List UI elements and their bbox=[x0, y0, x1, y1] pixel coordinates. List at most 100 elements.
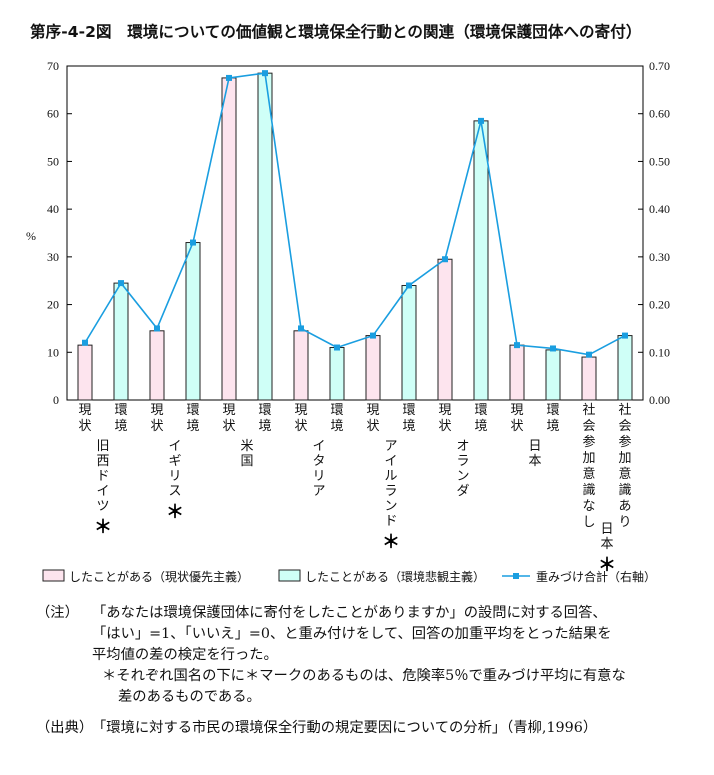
plot-frame bbox=[66, 65, 644, 401]
note-line: 「あなたは環境保護団体に寄付をしたことがありますか」の設問に対する回答、 bbox=[92, 605, 607, 621]
left-tick-label: 20 bbox=[47, 298, 59, 312]
left-tick-label: 50 bbox=[47, 154, 59, 168]
group-label: 日本 bbox=[528, 439, 541, 469]
bar-pink bbox=[149, 330, 165, 401]
line-point bbox=[406, 282, 412, 289]
left-tick-label: 40 bbox=[47, 202, 59, 216]
note-line: 平均値の差の検定を行った。 bbox=[92, 647, 278, 663]
bar-pink bbox=[437, 258, 453, 401]
bar-pink bbox=[221, 77, 237, 401]
bar-cyan bbox=[329, 347, 345, 401]
left-tick-label: 30 bbox=[47, 250, 59, 264]
source-label: （出典） bbox=[36, 720, 94, 736]
x-tick-label: 現状 bbox=[78, 403, 91, 434]
left-tick-label: 60 bbox=[47, 107, 59, 121]
line-point bbox=[298, 325, 304, 332]
source-text: 「環境に対する市民の環境保全行動の規定要因についての分析」（青柳,1996） bbox=[92, 720, 598, 736]
line-point bbox=[154, 325, 160, 332]
x-tick-label: 環境 bbox=[330, 403, 343, 434]
x-tick-label: 環境 bbox=[402, 403, 415, 434]
line-point bbox=[262, 70, 268, 77]
bar-pink bbox=[77, 344, 93, 401]
bar-pink bbox=[293, 330, 309, 401]
line-point bbox=[442, 256, 448, 263]
x-tick-label: 環境 bbox=[114, 403, 127, 434]
note-label: （注） bbox=[36, 605, 79, 621]
x-tick-label: 現状 bbox=[510, 403, 523, 434]
bar-pink bbox=[365, 335, 381, 401]
x-tick-label: 現状 bbox=[294, 403, 307, 434]
line-point bbox=[82, 339, 88, 346]
right-tick-label: 0.30 bbox=[649, 250, 670, 264]
legend-line-marker bbox=[513, 573, 519, 579]
bar-cyan bbox=[617, 335, 633, 401]
bar-pink bbox=[581, 356, 597, 401]
group-label: イタリア bbox=[312, 439, 325, 499]
y-axis-label: % bbox=[26, 229, 36, 243]
significance-star: ＊ bbox=[598, 555, 616, 576]
star-note-line: 差のあるものである。 bbox=[118, 689, 261, 705]
group-label: 日本 bbox=[600, 522, 613, 552]
x-labels: 現状環境現状環境現状環境現状環境現状環境現状環境現状環境社会参加意識なし社会参加… bbox=[78, 402, 631, 530]
left-tick-label: 70 bbox=[47, 59, 59, 73]
left-tick-label: 0 bbox=[53, 393, 59, 407]
group-label: 旧西ドイツ bbox=[96, 439, 109, 514]
source-block: （出典） 「環境に対する市民の環境保全行動の規定要因についての分析」（青柳,19… bbox=[36, 718, 696, 739]
chart-title: 第序-4-2図 環境についての価値観と環境保全行動との関連（環境保護団体への寄付… bbox=[30, 23, 642, 41]
group-label: アイルランド bbox=[384, 439, 397, 529]
legend-label-cyan: したことがある（環境悲観主義） bbox=[305, 569, 485, 584]
legend-label-pink: したことがある（現状優先主義） bbox=[69, 569, 249, 584]
line-point bbox=[478, 117, 484, 124]
line-point bbox=[622, 332, 628, 339]
right-tick-label: 0.40 bbox=[649, 202, 670, 216]
x-tick-label: 環境 bbox=[474, 403, 487, 434]
bar-cyan bbox=[473, 120, 489, 401]
significance-star: ＊ bbox=[166, 502, 184, 523]
legend: したことがある（現状優先主義） したことがある（環境悲観主義） 重みづけ合計（右軸） bbox=[42, 569, 656, 584]
legend-label-line: 重みづけ合計（右軸） bbox=[536, 569, 656, 584]
right-tick-label: 0.60 bbox=[649, 107, 670, 121]
group-label: オランダ bbox=[456, 439, 469, 499]
axes: 0 10 20 30 40 50 60 70 0.00 0.10 0.20 0.30 0.40 0.50 0… bbox=[26, 59, 670, 407]
x-tick-label: 現状 bbox=[150, 403, 163, 434]
note-block: （注） 「あなたは環境保護団体に寄付をしたことがありますか」の設問に対する回答、… bbox=[36, 603, 696, 708]
legend-swatch-pink bbox=[42, 569, 65, 582]
right-tick-label: 0.20 bbox=[649, 298, 670, 312]
line-point bbox=[226, 74, 232, 81]
bar-cyan bbox=[185, 242, 201, 401]
x-tick-label: 環境 bbox=[546, 403, 559, 434]
left-tick-label: 10 bbox=[47, 345, 59, 359]
significance-star: ＊ bbox=[382, 532, 400, 553]
group-label: 米国 bbox=[240, 439, 253, 469]
bar-pink bbox=[509, 344, 525, 401]
x-tick-label: 現状 bbox=[222, 403, 235, 434]
line-point bbox=[370, 332, 376, 339]
x-tick-label: 社会参加意識なし bbox=[582, 402, 595, 530]
x-tick-label: 環境 bbox=[186, 403, 199, 434]
x-tick-label: 現状 bbox=[438, 403, 451, 434]
x-tick-label: 環境 bbox=[258, 403, 271, 434]
line-point bbox=[586, 351, 592, 358]
line-series bbox=[84, 72, 626, 356]
significance-star: ＊ bbox=[94, 517, 112, 538]
chart: 0 10 20 30 40 50 60 70 0.00 0.10 0.20 0.30 0.40 0.50 0… bbox=[26, 59, 670, 584]
line-point bbox=[550, 345, 556, 352]
right-tick-label: 0.00 bbox=[649, 393, 670, 407]
right-tick-label: 0.50 bbox=[649, 154, 670, 168]
right-tick-label: 0.10 bbox=[649, 345, 670, 359]
note-line: 「はい」=1、「いいえ」=0、と重み付けをして、回答の加重平均をとった結果を bbox=[92, 626, 612, 642]
line-point bbox=[118, 280, 124, 287]
bars bbox=[77, 72, 633, 401]
star-note-line: ＊それぞれ国名の下に＊マークのあるものは、危険率5％で重みづけ平均に有意な bbox=[102, 668, 626, 684]
notes: （注） 「あなたは環境保護団体に寄付をしたことがありますか」の設問に対する回答、… bbox=[36, 603, 696, 739]
weighted-total-line bbox=[82, 70, 628, 358]
bar-cyan bbox=[113, 282, 129, 401]
line-point bbox=[334, 344, 340, 351]
legend-swatch-cyan bbox=[278, 569, 301, 582]
line-point bbox=[190, 239, 196, 246]
x-tick-label: 社会参加意識あり bbox=[618, 402, 631, 530]
bar-cyan bbox=[257, 72, 273, 401]
line-point bbox=[514, 342, 520, 349]
bar-cyan bbox=[401, 284, 417, 401]
